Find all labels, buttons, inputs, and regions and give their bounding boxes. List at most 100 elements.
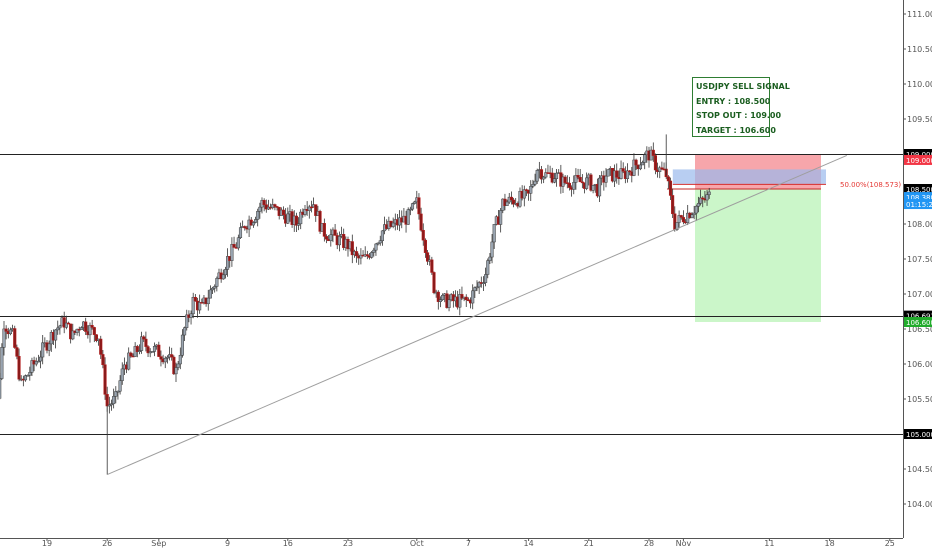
candle-body (178, 354, 182, 365)
candle-body (180, 334, 184, 356)
candle-body (137, 350, 141, 352)
candle-body (550, 172, 554, 183)
candle-body (39, 356, 43, 362)
badge-current-price (904, 192, 932, 203)
fib-label: 50.00%(108.573) (840, 181, 901, 189)
candle-body (632, 159, 636, 176)
x-tick-label: 11 (764, 539, 774, 548)
badge-109-000 (904, 149, 932, 159)
candle-body (120, 368, 124, 381)
candle-body (129, 352, 133, 357)
y-tick-label: 107.000 (907, 290, 932, 299)
y-tick-label: 109.500 (907, 115, 932, 124)
candle-body (150, 351, 154, 353)
candle-body (13, 328, 17, 348)
badge-105-000-label: 105.000 (906, 431, 932, 439)
candle-body (318, 211, 322, 232)
candle-body (707, 191, 711, 195)
x-tick-label: 16 (283, 539, 293, 548)
candle-body (286, 213, 290, 224)
candle-body (705, 194, 709, 201)
candle-body (552, 178, 556, 183)
candle-body (529, 185, 533, 194)
candle-body (675, 222, 679, 230)
badge-stop-label: 109.000 (906, 157, 932, 165)
x-tick-label: Oct (410, 539, 424, 548)
candle-body (512, 199, 516, 205)
candle-body (211, 287, 215, 291)
candle-body (430, 259, 434, 273)
candle-body (251, 222, 255, 226)
candle-body (230, 244, 234, 261)
candle-body (417, 197, 421, 215)
candle-body (109, 403, 114, 406)
candle-body (172, 356, 176, 375)
candle-body (183, 327, 187, 336)
x-tick-label: 18 (825, 539, 835, 548)
candle-body (185, 314, 189, 328)
x-tick-label: 23 (343, 539, 353, 548)
candle-body (170, 354, 174, 358)
y-tick-label: 110.000 (907, 80, 932, 89)
candle-body (193, 297, 197, 302)
candle-body (447, 299, 451, 308)
candle-body (90, 325, 94, 328)
candle-body (598, 177, 602, 197)
candle-body (490, 241, 494, 258)
candle-body (213, 286, 217, 289)
candle-body (423, 239, 427, 253)
candle-body (26, 375, 30, 377)
candle-body (0, 347, 4, 379)
x-tick-label: Sep (151, 539, 166, 548)
candle-body (198, 302, 202, 311)
candle-body (653, 155, 658, 171)
candle-body (580, 181, 584, 184)
candle-body (208, 289, 212, 299)
candle-body (112, 396, 116, 405)
candle-body (509, 196, 513, 201)
candle-body (232, 244, 236, 248)
candle-body (221, 274, 225, 280)
x-tick-label: 26 (102, 539, 112, 548)
candle-body (146, 346, 150, 354)
candle-body (572, 182, 576, 190)
candle-body (518, 190, 522, 207)
candle-body (555, 172, 559, 179)
candle-body (84, 321, 88, 332)
candle-body (206, 297, 210, 305)
candle-body (36, 360, 40, 363)
candle-body (563, 176, 567, 183)
candle-body (262, 200, 266, 205)
badge-countdown (904, 199, 932, 210)
profit-target-zone (695, 189, 821, 322)
candle-body (372, 249, 376, 253)
candle-body (531, 184, 535, 187)
y-tick-label: 111.000 (907, 10, 932, 19)
badge-target (904, 317, 932, 327)
badge-106-691 (904, 310, 932, 321)
trendline (107, 154, 847, 476)
candle-body (628, 170, 632, 173)
y-tick-label: 106.500 (907, 325, 932, 334)
candle-body (681, 217, 685, 223)
candle-body (522, 189, 526, 199)
candle-body (303, 209, 307, 215)
candle-body (165, 356, 169, 359)
candle-body (436, 291, 440, 302)
candle-body (333, 229, 337, 236)
candle-body (107, 404, 111, 407)
candle-body (438, 299, 442, 302)
candle-body (666, 176, 670, 182)
candle-body (337, 236, 341, 246)
x-tick-label: 7 (466, 539, 471, 548)
candle-body (159, 356, 163, 360)
candle-body (79, 327, 83, 330)
candle-body (477, 282, 481, 288)
y-tick-label: 107.500 (907, 255, 932, 264)
badge-108-500-label: 108.500 (906, 186, 932, 194)
candle-body (542, 176, 546, 180)
candle-body (243, 226, 247, 229)
sell-signal-box: USDJPY SELL SIGNAL ENTRY : 108.500 STOP … (692, 77, 790, 137)
candle-body (391, 222, 395, 227)
candle-body (200, 302, 204, 304)
